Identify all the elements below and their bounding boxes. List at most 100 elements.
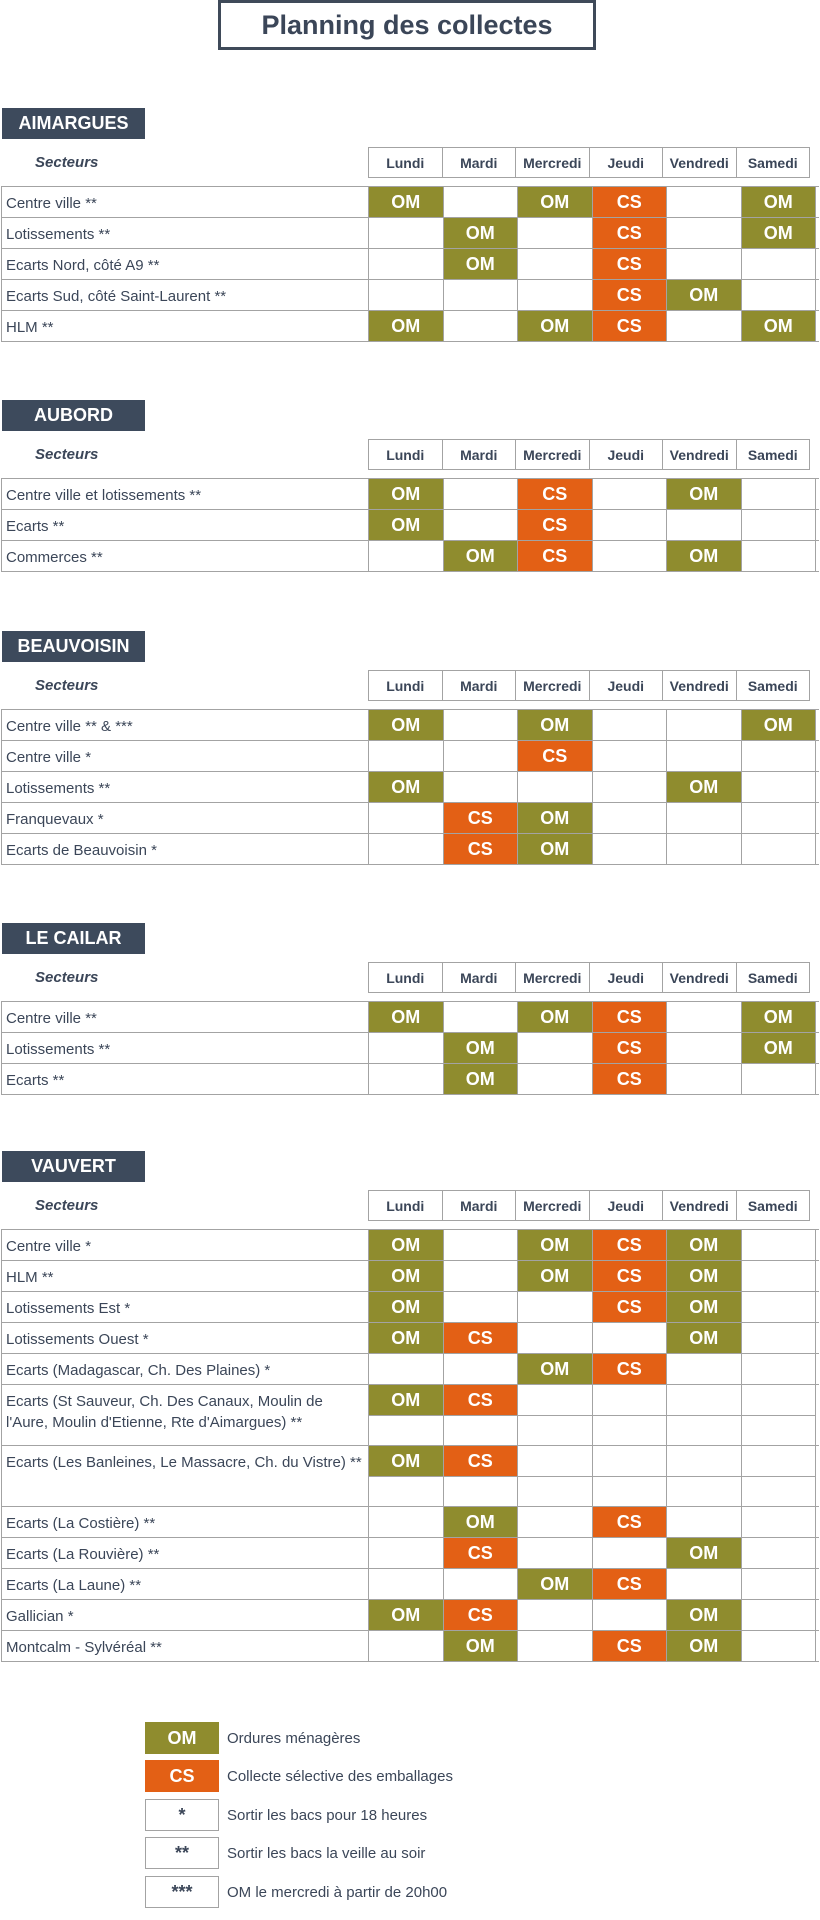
day-cell [741,1446,816,1506]
empty-slot [667,1002,741,1032]
empty-slot [667,1446,741,1476]
cs-marker: CS [518,479,592,509]
day-cell [369,280,444,310]
table-row: Lotissements ** OM CS OM [1,217,819,248]
day-cell [742,772,816,802]
day-cell [667,834,742,864]
om-marker: OM [667,280,741,310]
sector-name: Ecarts (La Costière) ** [1,1507,369,1537]
day-cell [667,249,742,279]
empty-slot [593,741,667,771]
legend-description: Sortir les bacs la veille au soir [227,1844,426,1862]
empty-slot [742,249,816,279]
day-header: Lundi [368,147,443,178]
empty-slot [592,1476,666,1506]
day-cell [369,541,444,571]
day-cell [518,1292,593,1322]
day-cell [593,479,667,509]
day-cell [742,1230,816,1260]
legend-item: *** OM le mercredi à partir de 20h00 [145,1876,447,1908]
empty-slot [369,1033,443,1063]
day-cell: OM [369,1600,444,1630]
day-cell [667,1064,742,1094]
day-cell [369,1354,444,1384]
empty-slot [518,218,592,248]
day-cell [667,1354,742,1384]
day-cell: CS [592,1002,667,1032]
day-cell [369,1569,444,1599]
day-header: Mercredi [515,962,590,993]
day-cell [444,1354,518,1384]
om-marker: OM [369,710,443,740]
empty-slot [444,1292,518,1322]
sector-name: HLM ** [1,1261,369,1291]
empty-slot [667,1415,741,1445]
cs-marker: CS [592,311,666,341]
om-marker: OM [741,311,815,341]
empty-slot [518,772,592,802]
cs-marker: CS [443,1538,517,1568]
sector-name: Lotissements ** [1,218,369,248]
empty-slot [369,834,443,864]
legend-code: OM [145,1722,219,1754]
day-cell [444,1002,518,1032]
table-row: Ecarts (St Sauveur, Ch. Des Canaux, Moul… [1,1384,819,1445]
day-cell [742,1323,816,1353]
empty-slot [444,280,518,310]
day-cell: CS [443,1446,518,1506]
empty-slot [444,510,518,540]
day-cell [742,1261,816,1291]
day-cell [742,541,816,571]
empty-slot [593,772,667,802]
empty-slot [444,479,518,509]
empty-slot [369,1569,443,1599]
empty-slot [369,1354,443,1384]
om-marker: OM [667,1323,741,1353]
sector-name: Centre ville * [1,1230,369,1260]
empty-slot [518,1538,592,1568]
empty-slot [667,1385,741,1415]
day-cell [444,311,518,341]
day-header: Vendredi [662,962,737,993]
day-header: Jeudi [588,670,663,701]
day-cell [369,1033,444,1063]
cs-marker: CS [443,1385,517,1415]
day-cell [742,1354,816,1384]
day-cell: CS [592,1292,667,1322]
day-cell: CS [592,1507,667,1537]
day-cell: OM [741,187,816,217]
day-cell [369,834,444,864]
day-cell: OM [443,1064,518,1094]
day-cell [742,1292,816,1322]
om-marker: OM [667,772,741,802]
sector-name: Centre ville ** & *** [1,710,369,740]
day-cell [444,710,518,740]
day-cell [667,1507,742,1537]
cs-marker: CS [592,1292,666,1322]
day-cell [518,772,593,802]
day-cell: OM [518,834,593,864]
sector-name: Ecarts (Les Banleines, Le Massacre, Ch. … [1,1446,369,1506]
day-header: Samedi [735,1190,810,1221]
cs-marker: CS [592,1507,666,1537]
schedule-table: Centre ville ** OM OM CS OM Lotissements ** OM… [1,1001,819,1095]
day-header: Vendredi [662,1190,737,1221]
table-row: Ecarts (La Rouvière) ** CS OM [1,1537,819,1568]
empty-slot [444,1569,518,1599]
om-marker: OM [741,1002,815,1032]
empty-slot [444,311,518,341]
empty-slot [518,249,592,279]
day-cell [593,1600,667,1630]
day-cell [518,1385,593,1445]
day-cell: OM [667,1600,742,1630]
cs-marker: CS [518,541,592,571]
day-cell [593,834,667,864]
day-header: Lundi [368,1190,443,1221]
om-marker: OM [667,1230,741,1260]
om-marker: OM [369,1230,443,1260]
table-row: Ecarts Sud, côté Saint-Laurent ** CS OM [1,279,819,310]
day-cell: OM [369,710,444,740]
empty-slot [518,1507,592,1537]
table-row: Lotissements ** OM CS OM [1,1032,819,1063]
empty-slot [667,1507,741,1537]
